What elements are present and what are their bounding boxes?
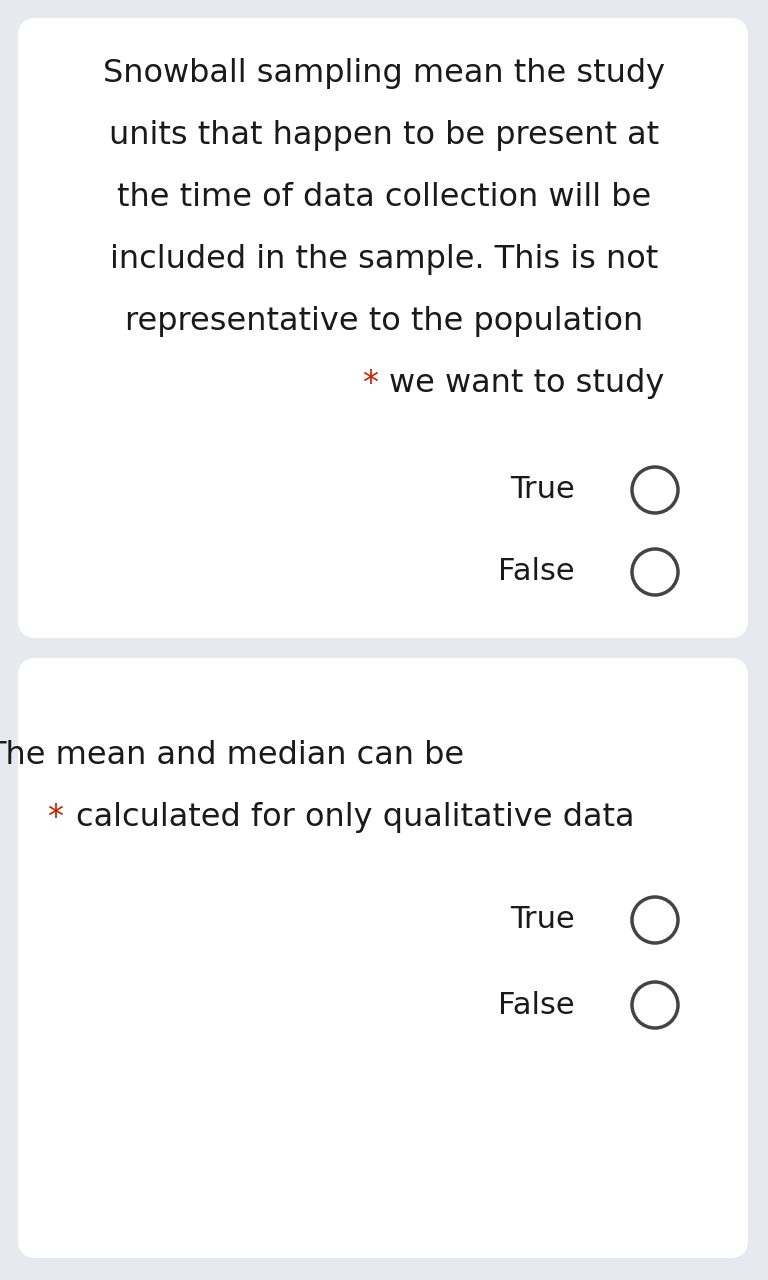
Text: False: False bbox=[498, 558, 575, 586]
Circle shape bbox=[632, 549, 678, 595]
FancyBboxPatch shape bbox=[18, 18, 748, 637]
Text: *: * bbox=[48, 803, 74, 833]
Text: units that happen to be present at: units that happen to be present at bbox=[109, 120, 659, 151]
Text: False: False bbox=[498, 991, 575, 1019]
Text: True: True bbox=[510, 905, 575, 934]
Text: representative to the population: representative to the population bbox=[125, 306, 643, 337]
Circle shape bbox=[632, 467, 678, 513]
FancyBboxPatch shape bbox=[18, 658, 748, 1258]
Text: calculated for only qualitative data: calculated for only qualitative data bbox=[76, 803, 634, 833]
Text: we want to study: we want to study bbox=[389, 369, 664, 399]
Text: True: True bbox=[510, 475, 575, 504]
Text: The mean and median can be: The mean and median can be bbox=[0, 740, 464, 771]
Text: the time of data collection will be: the time of data collection will be bbox=[117, 182, 651, 212]
Circle shape bbox=[632, 982, 678, 1028]
Text: Snowball sampling mean the study: Snowball sampling mean the study bbox=[103, 58, 665, 90]
Circle shape bbox=[632, 897, 678, 943]
Text: *: * bbox=[362, 369, 389, 399]
Text: included in the sample. This is not: included in the sample. This is not bbox=[110, 244, 658, 275]
